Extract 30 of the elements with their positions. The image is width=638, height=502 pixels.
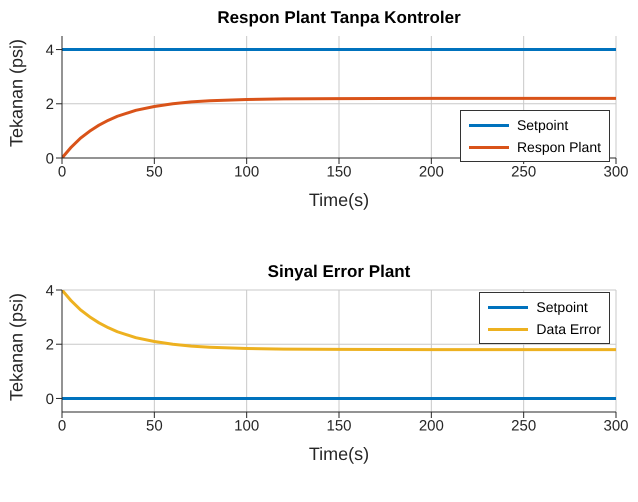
chart-title: Sinyal Error Plant bbox=[266, 262, 412, 283]
legend-label: Respon Plant bbox=[516, 139, 601, 155]
y-axis-title: Tekanan (psi) bbox=[6, 292, 26, 401]
x-axis-title: Time(s) bbox=[308, 444, 370, 464]
x-tick-label: 200 bbox=[418, 164, 444, 181]
y-tick-label: 4 bbox=[46, 42, 54, 59]
x-tick-label: 200 bbox=[418, 418, 444, 435]
x-tick-label: 0 bbox=[58, 418, 66, 435]
x-tick-label: 100 bbox=[234, 418, 260, 435]
chart-title: Respon Plant Tanpa Kontroler bbox=[216, 8, 462, 29]
y-axis-title: Tekanan (psi) bbox=[6, 38, 26, 147]
x-tick-label: 100 bbox=[234, 164, 260, 181]
x-tick-label: 300 bbox=[603, 164, 629, 181]
y-tick-label: 2 bbox=[46, 96, 54, 114]
x-tick-label: 250 bbox=[511, 418, 536, 435]
x-tick-label: 150 bbox=[326, 164, 352, 181]
x-tick-label: 150 bbox=[326, 418, 352, 435]
x-tick-label: 300 bbox=[603, 418, 629, 435]
legend-label: Setpoint bbox=[536, 299, 588, 315]
legend-label: Data Error bbox=[536, 321, 601, 337]
x-tick-label: 0 bbox=[58, 164, 66, 181]
y-tick-label: 2 bbox=[46, 336, 54, 354]
x-tick-label: 250 bbox=[511, 164, 536, 181]
y-tick-label: 0 bbox=[46, 390, 54, 408]
y-tick-label: 4 bbox=[46, 282, 54, 300]
x-axis-title: Time(s) bbox=[308, 190, 370, 210]
y-tick-label: 0 bbox=[46, 150, 54, 168]
x-tick-label: 50 bbox=[146, 164, 163, 181]
x-tick-label: 50 bbox=[146, 418, 163, 435]
legend-label: Setpoint bbox=[516, 117, 568, 133]
